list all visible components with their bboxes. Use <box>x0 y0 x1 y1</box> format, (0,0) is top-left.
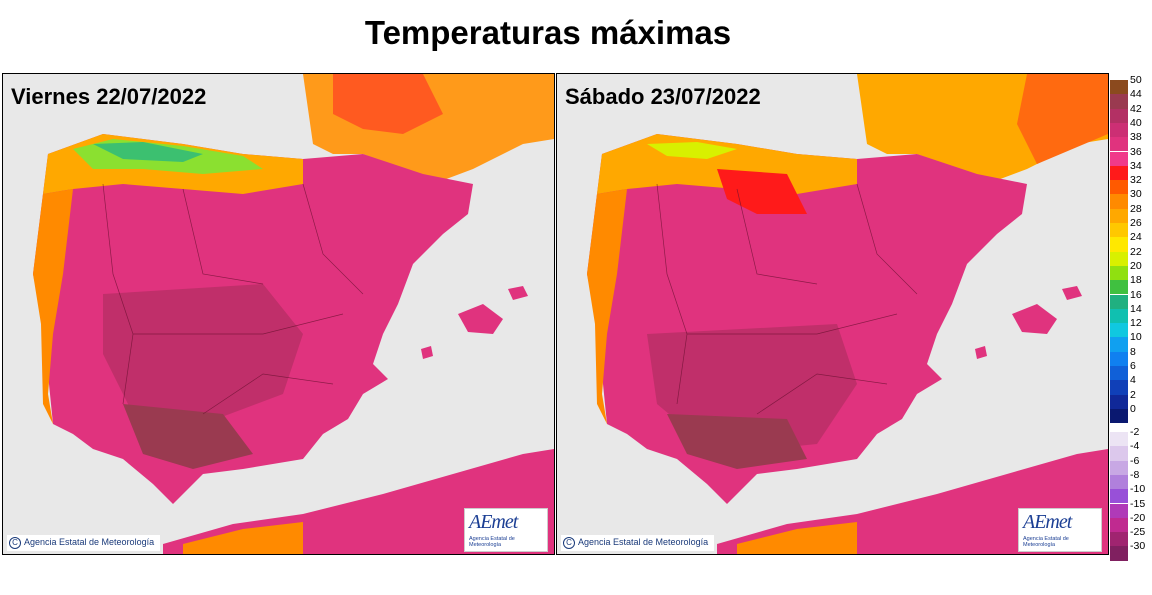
legend-warm-swatch <box>1110 122 1128 138</box>
legend-warm-label: 12 <box>1130 317 1142 330</box>
legend-cold-swatch <box>1110 489 1128 504</box>
legend-warm-label: 30 <box>1130 188 1142 201</box>
legend-warm-label: 4 <box>1130 374 1136 387</box>
credit-label: C Agencia Estatal de Meteorología <box>561 535 715 551</box>
legend-warm-swatch <box>1110 294 1128 309</box>
legend-warm-swatch <box>1110 194 1128 209</box>
temperature-map-saturday <box>587 74 1108 554</box>
legend-warm-label: 28 <box>1130 202 1142 215</box>
legend-warm-swatch <box>1110 280 1128 295</box>
map-panel-saturday: Sábado 23/07/2022 C Agencia Estatal de Me… <box>556 73 1109 555</box>
balearic-islands <box>1012 304 1057 334</box>
legend-cold-label: -30 <box>1130 540 1146 553</box>
logo-brand: AEmet <box>1023 511 1072 533</box>
legend-warm-swatch <box>1110 237 1128 252</box>
legend-warm-swatch <box>1110 265 1128 281</box>
legend-cold-label: -20 <box>1130 511 1146 524</box>
map-panel-friday: Viernes 22/07/2022 C Agencia Estatal de M… <box>2 73 555 555</box>
legend-cold-swatch <box>1110 546 1128 561</box>
day-label: Viernes 22/07/2022 <box>11 84 207 109</box>
legend-warm-label: 42 <box>1130 102 1142 115</box>
legend-warm-swatch <box>1110 94 1128 109</box>
legend-warm-swatch <box>1110 151 1128 166</box>
legend-warm-label: 18 <box>1130 274 1142 287</box>
legend-warm-swatch <box>1110 80 1128 95</box>
legend-warm-label: 22 <box>1130 245 1142 258</box>
legend-warm-swatch <box>1110 337 1128 352</box>
copyright-icon: C <box>563 537 575 549</box>
legend-warm-label: 14 <box>1130 302 1142 315</box>
legend-warm-label: 44 <box>1130 88 1142 101</box>
logo-brand: AEmet <box>469 511 518 533</box>
legend-warm-swatch <box>1110 165 1128 181</box>
legend-warm-swatch <box>1110 223 1128 238</box>
credit-label: C Agencia Estatal de Meteorología <box>7 535 161 551</box>
legend-cold-label: -4 <box>1130 440 1140 453</box>
aemet-logo: AEmet Agencia Estatal de Meteorología <box>1018 508 1102 552</box>
page-title: Temperaturas máximas <box>364 14 732 51</box>
legend-cold-label: -25 <box>1130 526 1146 539</box>
legend-warm-label: 0 <box>1130 402 1136 415</box>
legend-warm-swatch <box>1110 208 1128 223</box>
legend-cold-label: -8 <box>1130 468 1140 481</box>
legend-cold-label: -10 <box>1130 483 1146 496</box>
legend-warm-label: 34 <box>1130 159 1142 172</box>
legend-cold-swatch <box>1110 460 1128 475</box>
legend-cold-swatch <box>1110 517 1128 533</box>
legend-cold-label: -6 <box>1130 454 1140 467</box>
balearic-islands <box>458 304 503 334</box>
legend-warm-label: 10 <box>1130 331 1142 344</box>
legend-cold-label: -15 <box>1130 497 1146 510</box>
logo-subtitle: Agencia Estatal de Meteorología <box>469 536 515 548</box>
legend-warm-swatch <box>1110 108 1128 123</box>
legend-cold-swatch <box>1110 446 1128 461</box>
legend-cold-label: -2 <box>1130 426 1140 438</box>
legend-cold-swatch <box>1110 503 1128 518</box>
legend-warm-swatch <box>1110 308 1128 324</box>
legend-warm-label: 26 <box>1130 217 1142 229</box>
legend-warm-label: 32 <box>1130 174 1142 187</box>
legend-warm-label: 50 <box>1130 74 1142 86</box>
legend-warm-label: 16 <box>1130 288 1142 301</box>
temperature-map-friday <box>33 74 554 554</box>
legend-warm-swatch <box>1110 366 1128 381</box>
legend-warm-label: 40 <box>1130 116 1142 129</box>
legend-warm-swatch <box>1110 394 1128 409</box>
legend-warm-label: 36 <box>1130 145 1142 158</box>
legend-warm-label: 38 <box>1130 131 1142 144</box>
legend-warm-swatch <box>1110 180 1128 195</box>
day-label: Sábado 23/07/2022 <box>565 84 761 109</box>
legend-warm-swatch <box>1110 351 1128 366</box>
legend-cold-swatch <box>1110 532 1128 547</box>
legend-cold-swatch <box>1110 474 1128 490</box>
legend-warm-label: 24 <box>1130 231 1142 244</box>
legend-warm-label: 20 <box>1130 259 1142 272</box>
legend-warm-swatch <box>1110 408 1128 424</box>
legend-warm-swatch <box>1110 251 1128 266</box>
legend-warm-swatch <box>1110 137 1128 152</box>
logo-subtitle: Agencia Estatal de Meteorología <box>1023 536 1069 548</box>
legend-warm-swatch <box>1110 323 1128 338</box>
legend-warm-label: 6 <box>1130 360 1136 372</box>
aemet-logo: AEmet Agencia Estatal de Meteorología <box>464 508 548 552</box>
legend-cold-swatch <box>1110 432 1128 447</box>
legend-warm-label: 2 <box>1130 388 1136 401</box>
copyright-icon: C <box>9 537 21 549</box>
legend-warm-swatch <box>1110 380 1128 395</box>
legend-warm-label: 8 <box>1130 345 1136 358</box>
